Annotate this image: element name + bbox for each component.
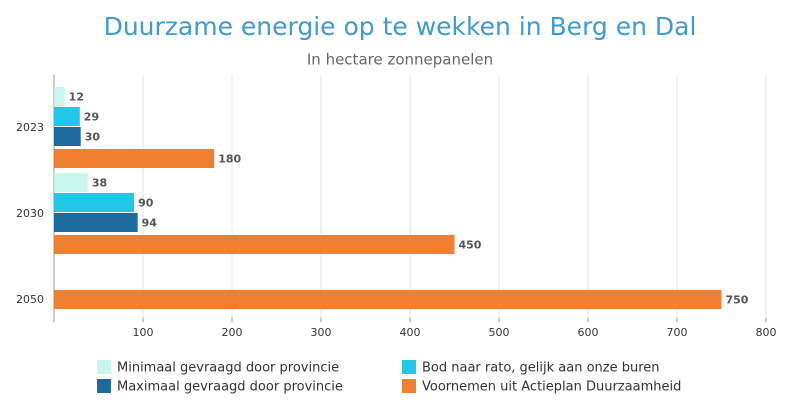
chart-subtitle: In hectare zonnepanelen [307,51,493,69]
value-label: 90 [138,197,154,210]
value-label: 29 [84,111,99,124]
x-tick-label: 600 [578,326,599,339]
legend-swatch [402,360,416,374]
legend-label: Bod naar rato, gelijk aan onze buren [422,361,660,376]
bar [54,290,722,309]
value-label: 94 [142,217,158,230]
x-tick-label: 500 [489,326,510,339]
legend-label: Minimaal gevraagd door provincie [117,361,339,376]
legend-swatch [97,360,111,374]
x-tick-label: 700 [667,326,688,339]
bar [54,213,138,232]
value-label: 450 [459,239,482,252]
bar [54,107,80,126]
value-label: 180 [218,153,241,166]
bar [54,127,81,146]
bar [54,87,65,106]
y-tick-label: 2023 [16,121,44,134]
legend-swatch [402,379,416,393]
legend-swatch [97,379,111,393]
bar [54,193,135,212]
value-label: 12 [69,91,84,104]
chart-title: Duurzame energie op te wekken in Berg en… [104,12,697,41]
bar [54,149,215,168]
bar [54,235,455,254]
value-label: 750 [726,294,749,307]
y-tick-label: 2050 [16,293,44,306]
y-tick-label: 2030 [16,207,44,220]
x-tick-label: 300 [311,326,332,339]
value-label: 38 [92,177,107,190]
x-tick-label: 200 [222,326,243,339]
x-tick-label: 100 [133,326,154,339]
legend-label: Maximaal gevraagd door provincie [117,380,343,395]
x-tick-label: 400 [400,326,421,339]
value-label: 30 [85,131,101,144]
legend-label: Voornemen uit Actieplan Duurzaamheid [422,380,681,395]
bar [54,173,88,192]
x-tick-label: 800 [756,326,777,339]
